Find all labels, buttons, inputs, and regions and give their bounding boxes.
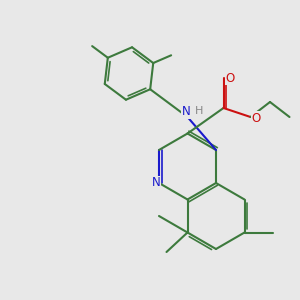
- Text: N: N: [152, 176, 160, 190]
- Text: O: O: [226, 71, 235, 85]
- Text: O: O: [252, 112, 261, 125]
- Text: N: N: [182, 105, 190, 118]
- Text: H: H: [195, 106, 203, 116]
